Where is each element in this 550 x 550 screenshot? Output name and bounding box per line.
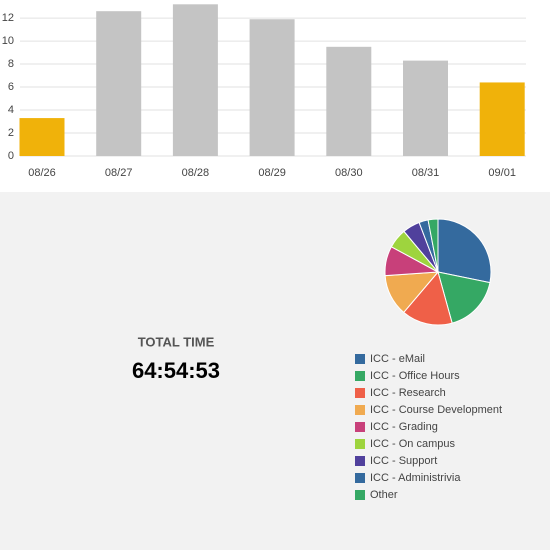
pie-slice [427, 218, 439, 273]
x-tick-label: 08/26 [28, 167, 56, 179]
y-tick-label: 2 [8, 127, 14, 139]
y-tick-label: 10 [2, 35, 14, 47]
bar [403, 60, 448, 156]
legend-label: ICC - Grading [370, 421, 438, 433]
x-tick-label: 08/31 [412, 167, 440, 179]
total-label: TOTAL TIME [138, 334, 215, 349]
y-tick-label: 4 [8, 104, 14, 116]
legend-swatch [355, 473, 365, 483]
bar [326, 46, 372, 157]
x-tick-label: 08/28 [182, 167, 210, 179]
y-tick-label: 12 [2, 12, 14, 24]
bar [479, 82, 525, 156]
x-tick-label: 08/30 [335, 167, 363, 179]
legend-label: ICC - Administrivia [370, 472, 461, 484]
legend-swatch [355, 388, 365, 398]
legend-swatch [355, 456, 365, 466]
x-tick-label: 09/01 [488, 167, 516, 179]
x-tick-label: 08/29 [258, 167, 286, 179]
legend-label: ICC - eMail [370, 353, 425, 365]
x-tick-label: 08/27 [105, 167, 133, 179]
legend-label: ICC - Research [370, 387, 446, 399]
legend-swatch [355, 490, 365, 500]
pie-slice [403, 270, 453, 326]
legend-swatch [355, 405, 365, 415]
legend-label: ICC - On campus [370, 438, 455, 450]
y-tick-label: 8 [8, 58, 14, 70]
bar [96, 11, 142, 156]
y-tick-label: 6 [8, 81, 14, 93]
legend-swatch [355, 422, 365, 432]
bar [172, 4, 218, 156]
total-value: 64:54:53 [132, 358, 220, 383]
legend-swatch [355, 439, 365, 449]
legend-swatch [355, 354, 365, 364]
legend-label: Other [370, 489, 398, 501]
y-tick-label: 0 [8, 150, 14, 162]
legend-swatch [355, 371, 365, 381]
legend-label: ICC - Course Development [370, 404, 502, 416]
pie-slice [437, 271, 491, 324]
pie-slice [437, 218, 492, 284]
legend-label: ICC - Support [370, 455, 437, 467]
legend-label: ICC - Office Hours [370, 370, 460, 382]
bar [19, 118, 65, 156]
bar [249, 19, 295, 157]
